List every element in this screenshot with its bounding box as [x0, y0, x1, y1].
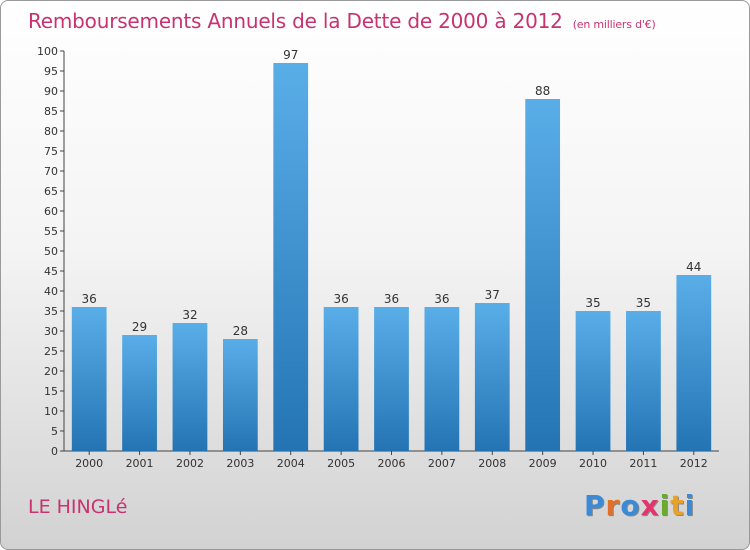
bar-2009 [525, 99, 561, 451]
x-tick-label: 2007 [428, 457, 456, 470]
x-tick-label: 2004 [277, 457, 305, 470]
bar-value-label: 35 [585, 296, 600, 310]
bar-2001 [122, 335, 157, 451]
x-tick-label: 2005 [327, 457, 355, 470]
y-tick-label: 45 [44, 265, 58, 278]
bar-value-label: 36 [384, 292, 399, 306]
bar-value-label: 88 [535, 84, 550, 98]
commune-name: LE HINGLé [28, 496, 128, 518]
bar-value-label: 29 [132, 320, 147, 334]
y-tick-label: 10 [44, 405, 58, 418]
y-tick-label: 90 [44, 85, 58, 98]
y-tick-label: 25 [44, 345, 58, 358]
y-tick-label: 80 [44, 125, 58, 138]
bar-2005 [323, 307, 359, 451]
bar-value-label: 36 [333, 292, 348, 306]
y-tick-label: 35 [44, 305, 58, 318]
y-tick-label: 95 [44, 65, 58, 78]
bar-2004 [273, 63, 309, 451]
y-tick-label: 55 [44, 225, 58, 238]
y-tick-label: 70 [44, 165, 58, 178]
bar-2011 [626, 311, 661, 451]
bar-2002 [172, 323, 208, 451]
bar-value-label: 37 [485, 288, 500, 302]
bar-value-label: 36 [82, 292, 97, 306]
x-tick-label: 2009 [529, 457, 557, 470]
chart-title: Remboursements Annuels de la Dette de 20… [28, 9, 656, 33]
y-tick-label: 15 [44, 385, 58, 398]
bar-2003 [222, 339, 258, 451]
x-tick-label: 2006 [378, 457, 406, 470]
y-tick-label: 50 [44, 245, 58, 258]
x-tick-label: 2012 [680, 457, 708, 470]
x-tick-label: 2011 [629, 457, 657, 470]
bar-2008 [474, 303, 510, 451]
bar-value-label: 44 [686, 260, 701, 274]
y-tick-label: 65 [44, 185, 58, 198]
y-tick-label: 40 [44, 285, 58, 298]
bar-2010 [575, 311, 611, 451]
bar-value-label: 36 [434, 292, 449, 306]
x-tick-label: 2008 [478, 457, 506, 470]
proxiti-logo: Proxiti [584, 489, 696, 522]
y-tick-label: 75 [44, 145, 58, 158]
y-tick-label: 20 [44, 365, 58, 378]
bar-2007 [424, 307, 460, 451]
chart-title-text: Remboursements Annuels de la Dette de 20… [28, 9, 563, 33]
bar-2000 [71, 307, 107, 451]
y-tick-label: 30 [44, 325, 58, 338]
y-tick-label: 100 [37, 45, 58, 58]
y-tick-label: 5 [51, 425, 58, 438]
bar-2012 [676, 275, 712, 451]
y-tick-label: 0 [51, 445, 58, 458]
bar-2006 [374, 307, 409, 451]
x-tick-label: 2002 [176, 457, 204, 470]
bar-value-label: 32 [182, 308, 197, 322]
x-tick-label: 2003 [226, 457, 254, 470]
bar-value-label: 97 [283, 48, 298, 62]
x-tick-label: 2010 [579, 457, 607, 470]
x-tick-label: 2000 [75, 457, 103, 470]
bar-value-label: 28 [233, 324, 248, 338]
y-tick-label: 60 [44, 205, 58, 218]
y-tick-label: 85 [44, 105, 58, 118]
x-tick-label: 2001 [126, 457, 154, 470]
bar-value-label: 35 [636, 296, 651, 310]
chart-unit: (en milliers d'€) [572, 18, 656, 31]
